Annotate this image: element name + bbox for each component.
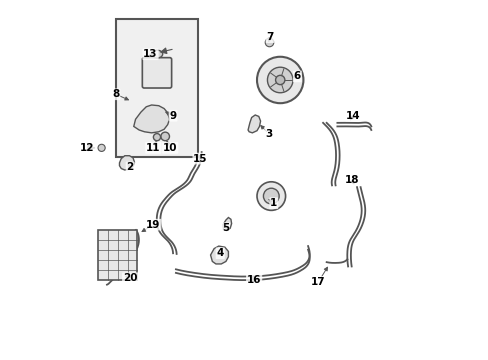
Circle shape [161, 132, 169, 141]
Text: 8: 8 [112, 89, 119, 99]
Polygon shape [223, 217, 231, 231]
Circle shape [257, 182, 285, 210]
Text: 3: 3 [264, 129, 272, 139]
Polygon shape [247, 115, 260, 133]
Text: 16: 16 [246, 275, 261, 285]
Text: 18: 18 [344, 175, 358, 185]
Circle shape [263, 188, 279, 204]
Text: 10: 10 [163, 143, 177, 153]
Text: 7: 7 [266, 32, 273, 42]
Circle shape [98, 144, 105, 152]
Polygon shape [134, 105, 169, 133]
Text: 1: 1 [269, 198, 277, 208]
Text: 9: 9 [169, 111, 176, 121]
Text: 11: 11 [146, 143, 161, 153]
Text: 14: 14 [346, 111, 360, 121]
Text: 5: 5 [222, 223, 229, 233]
Text: 13: 13 [143, 49, 158, 59]
Ellipse shape [151, 50, 163, 58]
Text: 20: 20 [122, 273, 137, 283]
Bar [98, 230, 137, 280]
Text: 17: 17 [310, 277, 325, 287]
Text: 2: 2 [126, 162, 134, 172]
Polygon shape [119, 156, 134, 170]
Bar [116, 19, 198, 157]
Circle shape [257, 57, 303, 103]
Text: 4: 4 [216, 248, 224, 258]
Circle shape [264, 38, 273, 47]
Polygon shape [210, 246, 228, 264]
Text: 19: 19 [146, 220, 160, 230]
Text: 6: 6 [293, 71, 301, 81]
Circle shape [153, 134, 160, 141]
Circle shape [267, 67, 292, 93]
Circle shape [275, 75, 285, 85]
Text: 12: 12 [80, 143, 94, 153]
FancyBboxPatch shape [142, 58, 171, 88]
Text: 15: 15 [193, 154, 207, 163]
